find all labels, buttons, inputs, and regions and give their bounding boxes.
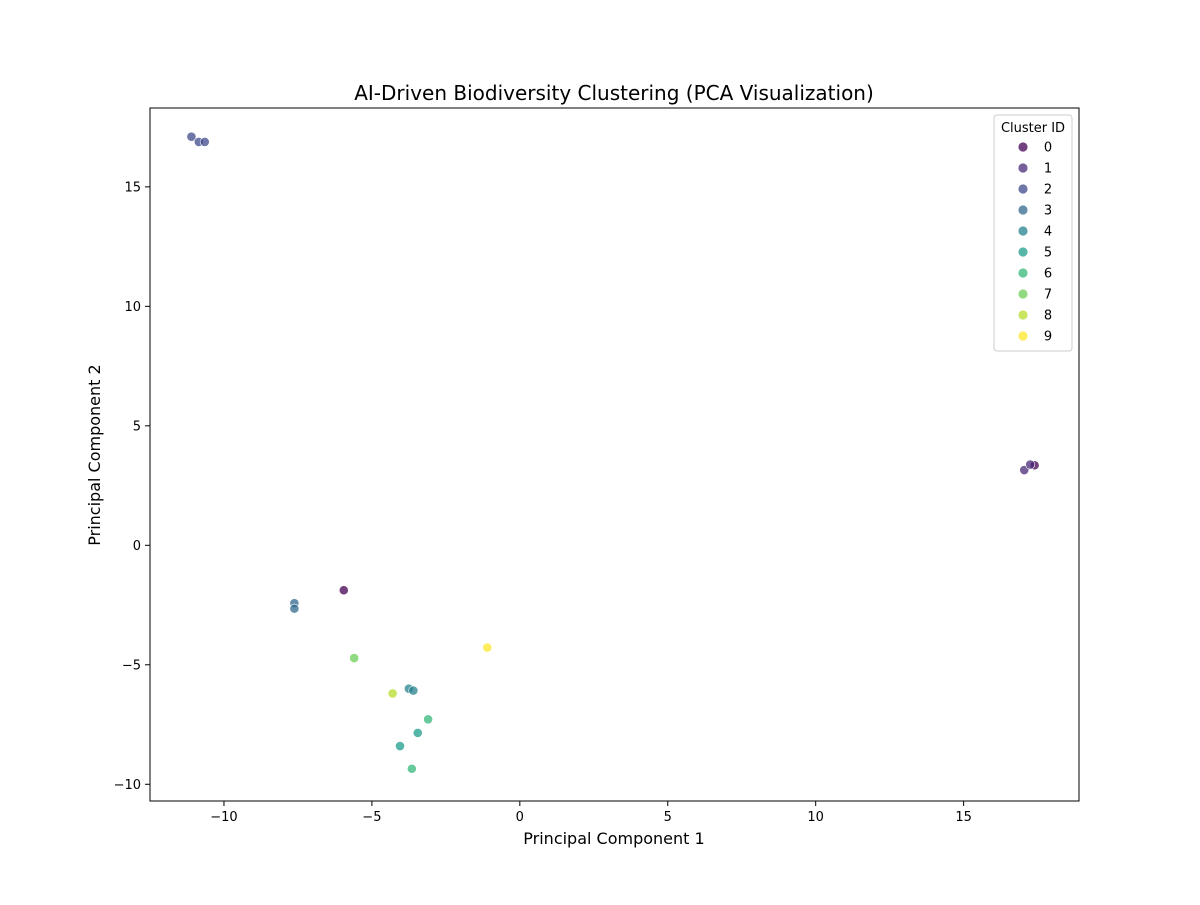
x-tick-label: −10: [210, 810, 237, 825]
data-point-cluster-1: [1025, 459, 1036, 470]
legend: Cluster ID 0 1 2 3 4 5 6 7 8 9: [993, 114, 1073, 352]
legend-label: 5: [1044, 246, 1052, 261]
y-tick-label: 0: [133, 539, 141, 554]
legend-marker: [1018, 142, 1028, 152]
data-point-cluster-5: [395, 741, 405, 751]
legend-title: Cluster ID: [1001, 121, 1065, 136]
data-point-cluster-0: [338, 585, 349, 596]
x-tick-label: 15: [955, 810, 972, 825]
y-axis-label: Principal Component 2: [85, 364, 104, 545]
legend-label: 8: [1044, 309, 1052, 324]
data-point-cluster-8: [387, 688, 398, 699]
legend-label: 7: [1044, 288, 1052, 303]
y-tick-label: −5: [122, 658, 141, 673]
plot-frame: [149, 107, 1080, 802]
legend-marker: [1018, 184, 1028, 194]
x-tick-label: 10: [807, 810, 824, 825]
y-tick-label: 5: [133, 419, 141, 434]
legend-label: 2: [1044, 183, 1052, 198]
data-point-cluster-7: [349, 653, 360, 663]
data-point-cluster-9: [482, 642, 493, 653]
y-tick-label: 15: [124, 180, 141, 195]
legend-marker: [1018, 226, 1028, 236]
data-point-cluster-6: [423, 714, 434, 725]
y-tick-label: −10: [114, 778, 141, 793]
legend-marker: [1018, 247, 1028, 257]
chart-title: AI-Driven Biodiversity Clustering (PCA V…: [354, 81, 874, 105]
legend-label: 3: [1044, 204, 1052, 219]
data-point-cluster-2: [186, 131, 197, 142]
x-axis-label: Principal Component 1: [523, 829, 704, 848]
legend-label: 6: [1044, 267, 1052, 282]
legend-marker: [1018, 205, 1028, 215]
data-points: [186, 131, 1040, 774]
legend-label: 4: [1044, 225, 1052, 240]
axis-ticks: −10 −5 0 5 10 15 −10 −5 0 5 10 15: [114, 180, 972, 825]
x-tick-label: 5: [664, 810, 672, 825]
data-point-cluster-3: [289, 603, 300, 614]
data-point-cluster-2: [199, 137, 210, 147]
data-point-cluster-5: [412, 727, 423, 738]
legend-label: 9: [1044, 330, 1052, 345]
legend-marker: [1018, 310, 1028, 320]
data-point-cluster-6: [406, 763, 417, 774]
data-point-cluster-4: [408, 685, 419, 696]
legend-box: [993, 114, 1073, 352]
legend-label: 1: [1044, 162, 1052, 177]
legend-marker: [1018, 163, 1028, 173]
legend-label: 0: [1044, 141, 1052, 156]
x-tick-label: −5: [362, 810, 381, 825]
x-tick-label: 0: [516, 810, 524, 825]
legend-marker: [1018, 331, 1028, 341]
legend-marker: [1018, 268, 1028, 278]
y-tick-label: 10: [124, 300, 141, 315]
legend-marker: [1018, 289, 1028, 299]
